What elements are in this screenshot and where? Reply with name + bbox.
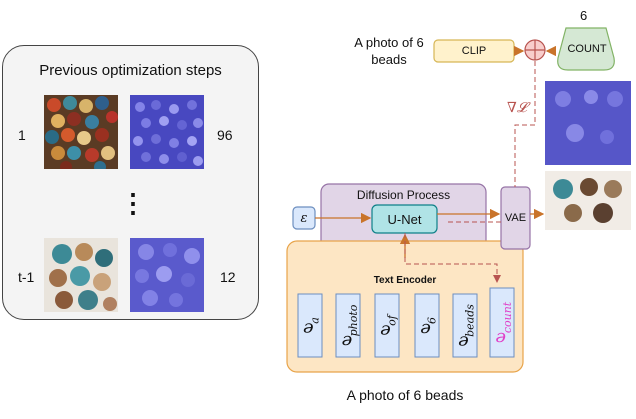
token-embedding-photo: ephoto: [341, 304, 360, 352]
decoded-image-ceramic-beads: [545, 171, 631, 230]
token-embedding-a: ea: [303, 316, 322, 340]
ellipsis: ⋮: [120, 188, 146, 218]
count-label: COUNT: [567, 43, 607, 55]
clip-label: CLIP: [461, 45, 487, 57]
prompt-top: A photo of 6 beads: [344, 34, 434, 68]
diffusion-title: Diffusion Process: [356, 188, 451, 202]
step-index-last: t-1: [18, 269, 35, 285]
image-step-t-1-ceramic-beads: [44, 238, 118, 312]
previous-steps-title: Previous optimization steps: [39, 62, 222, 79]
count-last: 12: [220, 269, 236, 285]
token-embedding-beads: ebeads: [458, 303, 477, 353]
token-embedding-of: eof: [380, 314, 399, 342]
image-step-1-blue-beads: [130, 95, 204, 169]
count-target: 6: [580, 8, 588, 23]
prompt-top-line1: A photo of 6: [354, 35, 424, 50]
prompt-top-line2: beads: [371, 52, 407, 67]
image-step-1-colorful-beads: [44, 95, 118, 169]
count-first: 96: [217, 127, 233, 143]
count-shape: [557, 27, 615, 71]
noise-label: ε: [300, 210, 308, 226]
unet-label: U-Net: [387, 211, 422, 227]
step-index-first: 1: [18, 127, 26, 143]
generated-image-blue-beads: [545, 81, 631, 165]
text-encoder-title: Text Encoder: [373, 275, 437, 286]
token-embedding-6: e6: [420, 316, 439, 340]
prompt-bottom: A photo of 6 beads: [346, 387, 464, 403]
token-embedding-count: ecount: [495, 301, 514, 349]
vae-label: VAE: [504, 212, 527, 224]
gradient-label: ∇𝓛: [507, 100, 527, 116]
image-step-t-1-blue-beads: [130, 238, 204, 312]
